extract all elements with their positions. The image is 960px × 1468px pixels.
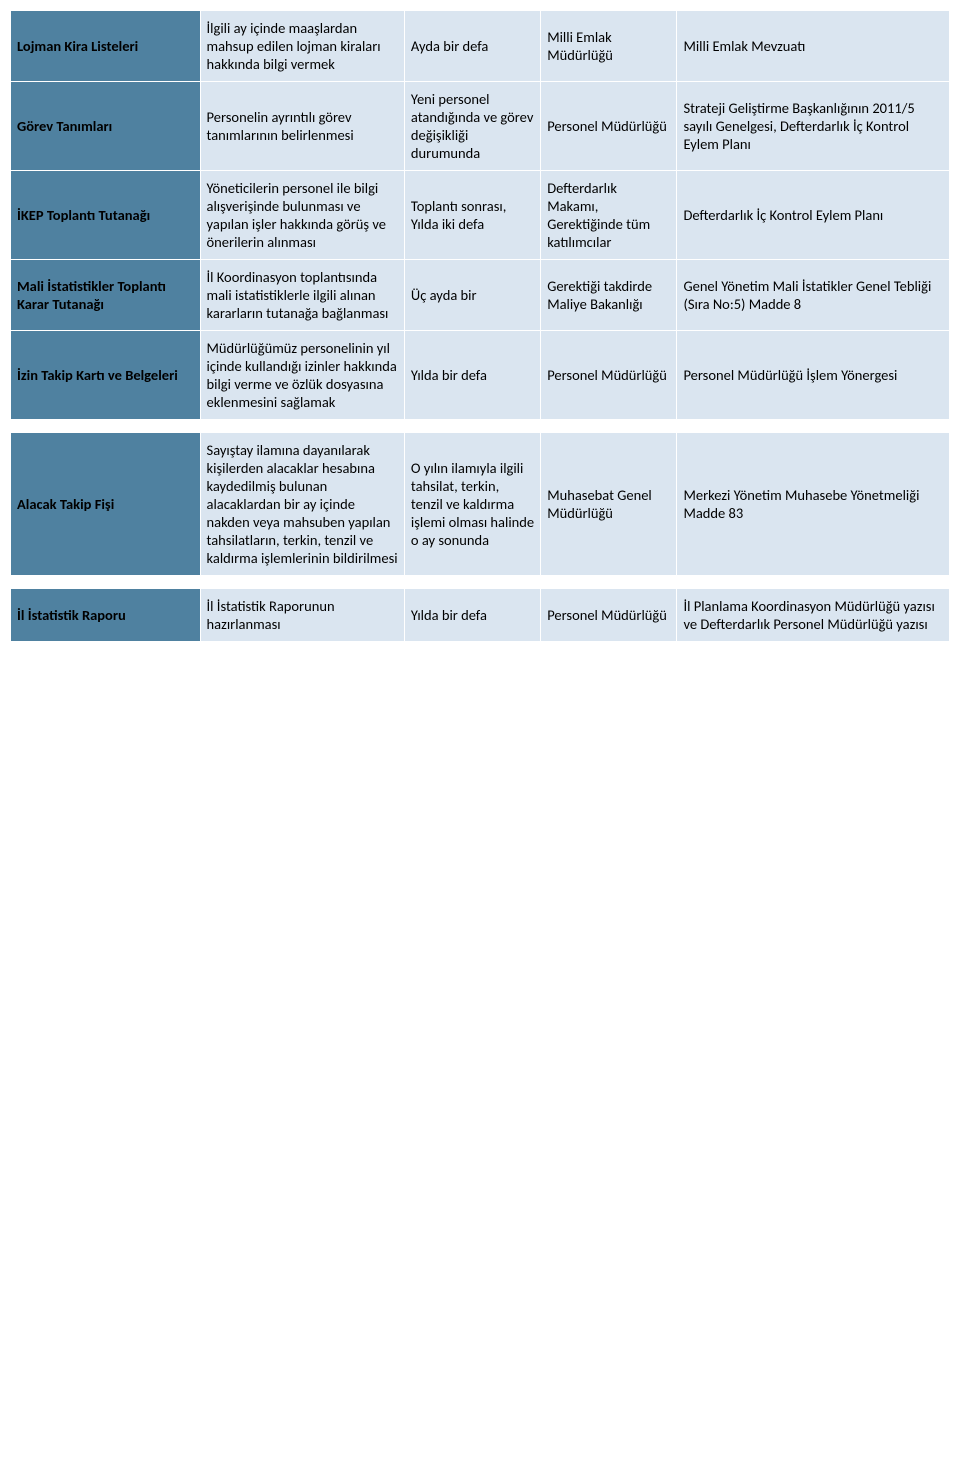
cell-basis: Milli Emlak Mevzuatı: [677, 11, 950, 82]
cell-description: Yöneticilerin personel ile bilgi alışver…: [200, 171, 404, 260]
spacer-row: [11, 576, 950, 589]
cell-frequency: Yeni personel atandığında ve görev değiş…: [404, 82, 540, 171]
cell-description: Sayıştay ilamına dayanılarak kişilerden …: [200, 433, 404, 576]
row-header: Görev Tanımları: [11, 82, 201, 171]
table-row: Alacak Takip Fişi Sayıştay ilamına dayan…: [11, 433, 950, 576]
table-body: Lojman Kira Listeleri İlgili ay içinde m…: [11, 11, 950, 642]
cell-description: İlgili ay içinde maaşlardan mahsup edile…: [200, 11, 404, 82]
row-header: Lojman Kira Listeleri: [11, 11, 201, 82]
table-row: Görev Tanımları Personelin ayrıntılı gör…: [11, 82, 950, 171]
row-header: İl İstatistik Raporu: [11, 589, 201, 642]
cell-description: İl İstatistik Raporunun hazırlanması: [200, 589, 404, 642]
cell-frequency: Üç ayda bir: [404, 260, 540, 331]
cell-frequency: O yılın ilamıyla ilgili tahsilat, terkin…: [404, 433, 540, 576]
row-header: Alacak Takip Fişi: [11, 433, 201, 576]
cell-basis: Strateji Geliştirme Başkanlığının 2011/5…: [677, 82, 950, 171]
cell-recipient: Muhasebat Genel Müdürlüğü: [541, 433, 677, 576]
cell-recipient: Defterdarlık Makamı, Gerektiğinde tüm ka…: [541, 171, 677, 260]
cell-frequency: Ayda bir defa: [404, 11, 540, 82]
row-header: Mali İstatistikler Toplantı Karar Tutana…: [11, 260, 201, 331]
cell-recipient: Milli Emlak Müdürlüğü: [541, 11, 677, 82]
spacer-row: [11, 420, 950, 433]
cell-description: Müdürlüğümüz personelinin yıl içinde kul…: [200, 331, 404, 420]
row-header: İKEP Toplantı Tutanağı: [11, 171, 201, 260]
row-header: İzin Takip Kartı ve Belgeleri: [11, 331, 201, 420]
cell-recipient: Personel Müdürlüğü: [541, 82, 677, 171]
table-row: İKEP Toplantı Tutanağı Yöneticilerin per…: [11, 171, 950, 260]
table-row: Lojman Kira Listeleri İlgili ay içinde m…: [11, 11, 950, 82]
cell-recipient: Personel Müdürlüğü: [541, 331, 677, 420]
cell-recipient: Gerektiği takdirde Maliye Bakanlığı: [541, 260, 677, 331]
data-table: Lojman Kira Listeleri İlgili ay içinde m…: [10, 10, 950, 642]
cell-frequency: Yılda bir defa: [404, 589, 540, 642]
cell-basis: Genel Yönetim Mali İstatikler Genel Tebl…: [677, 260, 950, 331]
cell-basis: Merkezi Yönetim Muhasebe Yönetmeliği Mad…: [677, 433, 950, 576]
table-row: İl İstatistik Raporu İl İstatistik Rapor…: [11, 589, 950, 642]
table-row: Mali İstatistikler Toplantı Karar Tutana…: [11, 260, 950, 331]
cell-basis: İl Planlama Koordinasyon Müdürlüğü yazıs…: [677, 589, 950, 642]
cell-basis: Defterdarlık İç Kontrol Eylem Planı: [677, 171, 950, 260]
cell-basis: Personel Müdürlüğü İşlem Yönergesi: [677, 331, 950, 420]
cell-recipient: Personel Müdürlüğü: [541, 589, 677, 642]
cell-description: Personelin ayrıntılı görev tanımlarının …: [200, 82, 404, 171]
table-row: İzin Takip Kartı ve Belgeleri Müdürlüğüm…: [11, 331, 950, 420]
cell-frequency: Yılda bir defa: [404, 331, 540, 420]
cell-description: İl Koordinasyon toplantısında mali istat…: [200, 260, 404, 331]
cell-frequency: Toplantı sonrası, Yılda iki defa: [404, 171, 540, 260]
